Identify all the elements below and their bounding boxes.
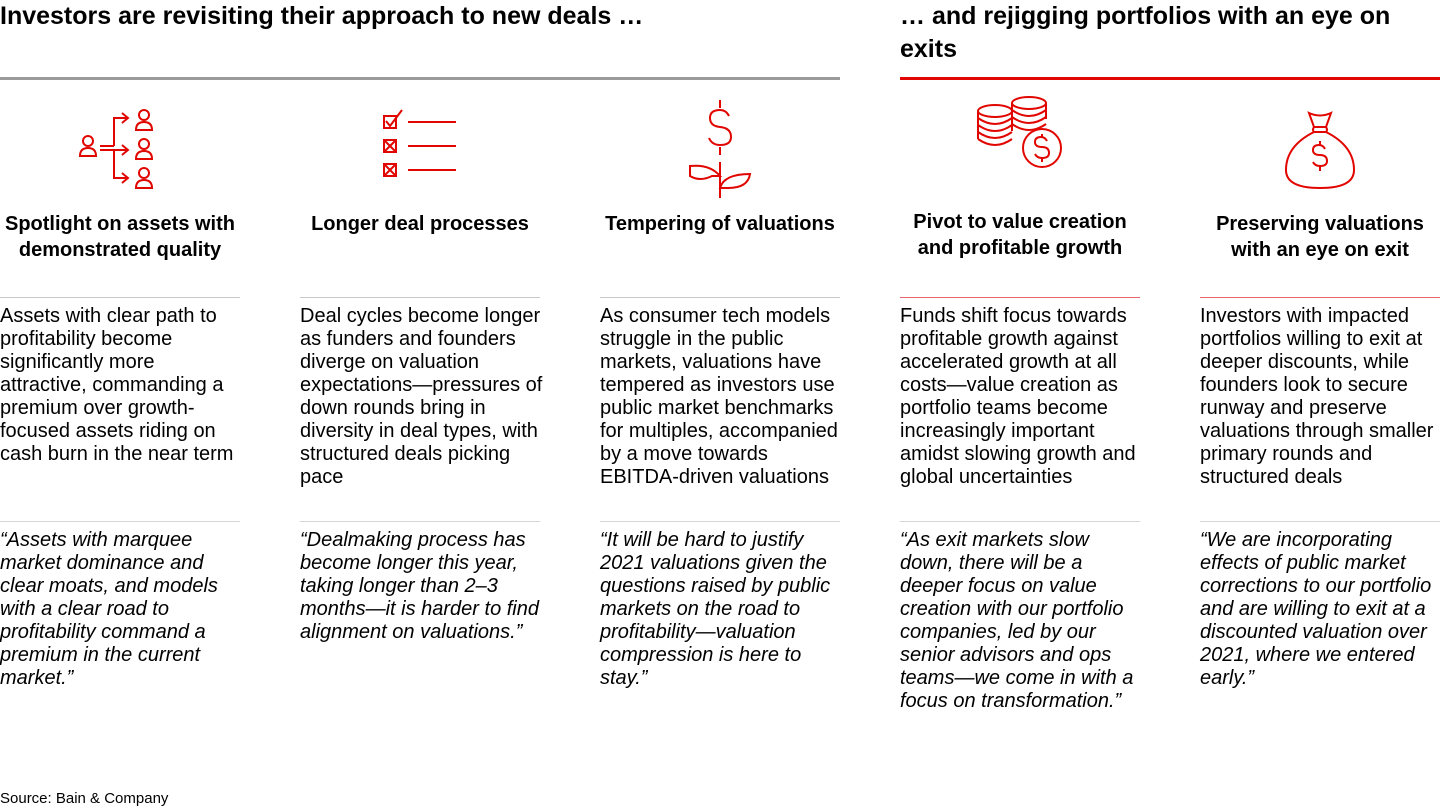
quote-divider [600, 521, 840, 522]
column-body: As consumer tech models struggle in the … [600, 305, 838, 488]
quote-divider [0, 521, 240, 522]
column-body: Funds shift focus towards profitable gro… [900, 305, 1136, 488]
dollar-plant-icon [689, 100, 752, 198]
left-section-title: Investors are revisiting their approach … [0, 2, 644, 30]
money-bag-icon [1284, 111, 1356, 189]
column-quote: “It will be hard to justify 2021 valuati… [600, 529, 831, 689]
column-quote: “Assets with marquee market dominance an… [0, 529, 218, 689]
checklist-icon [383, 109, 456, 177]
column-divider [600, 297, 840, 298]
column-quote: “We are incorporating effects of public … [1200, 529, 1432, 689]
column-title: Longer deal processes [311, 213, 529, 235]
column-title: Preserving valuations with an eye on exi… [1216, 213, 1424, 261]
column-quote: “As exit markets slow down, there will b… [900, 529, 1134, 712]
column-divider [300, 297, 540, 298]
right-section-title: … and rejigging portfolios with an eye o… [900, 2, 1391, 63]
column-title: Spotlight on assets with demonstrated qu… [4, 213, 235, 261]
column-divider [900, 297, 1140, 298]
column-body: Assets with clear path to profitability … [0, 305, 234, 465]
column-body: Deal cycles become longer as funders and… [300, 305, 543, 488]
column-divider [0, 297, 240, 298]
column-title: Pivot to value creation and profitable g… [913, 211, 1127, 259]
coin-stack-icon [977, 96, 1062, 168]
quote-divider [300, 521, 540, 522]
source-note: Source: Bain & Company [0, 790, 169, 807]
column-body: Investors with impacted portfolios willi… [1200, 305, 1434, 488]
column-title: Tempering of valuations [605, 213, 835, 235]
left-section-rule [0, 77, 840, 80]
column-divider [1200, 297, 1440, 298]
column-quote: “Dealmaking process has become longer th… [300, 529, 539, 643]
people-arrows-icon [78, 109, 154, 189]
right-section-rule [900, 77, 1440, 80]
quote-divider [1200, 521, 1440, 522]
quote-divider [900, 521, 1140, 522]
